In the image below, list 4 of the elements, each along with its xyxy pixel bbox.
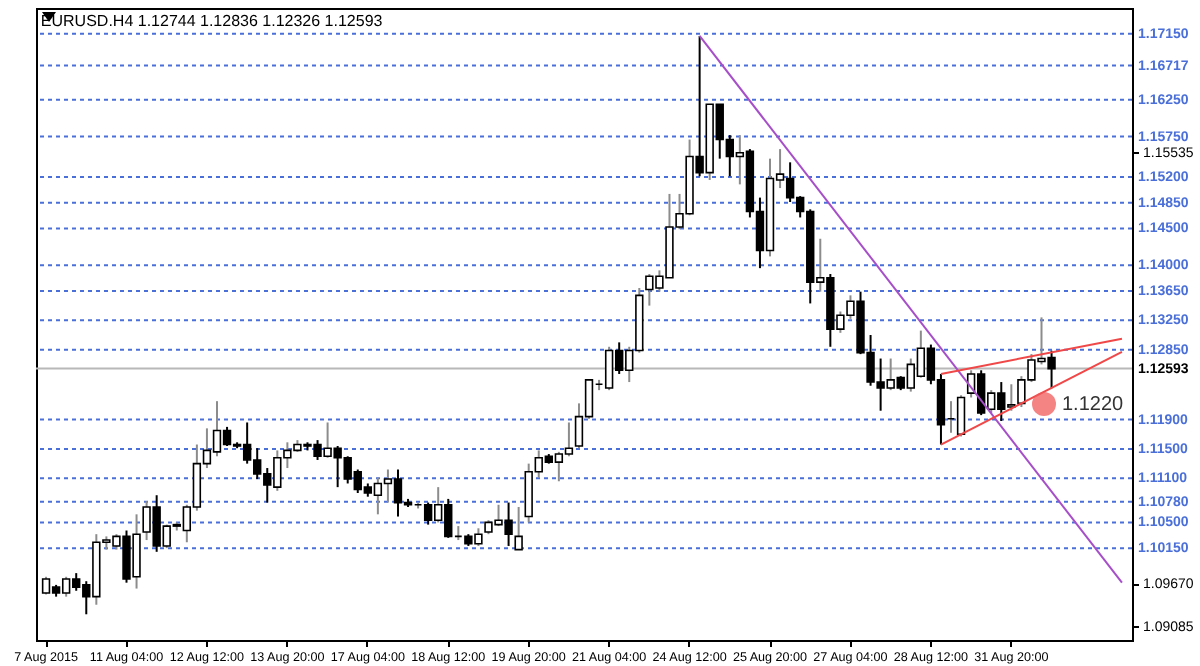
chart-title: EURUSD.H4 1.12744 1.12836 1.12326 1.12593	[40, 12, 384, 30]
annotation: 1.1220	[1062, 394, 1124, 416]
candlestick	[514, 505, 523, 551]
candlestick	[956, 394, 966, 438]
